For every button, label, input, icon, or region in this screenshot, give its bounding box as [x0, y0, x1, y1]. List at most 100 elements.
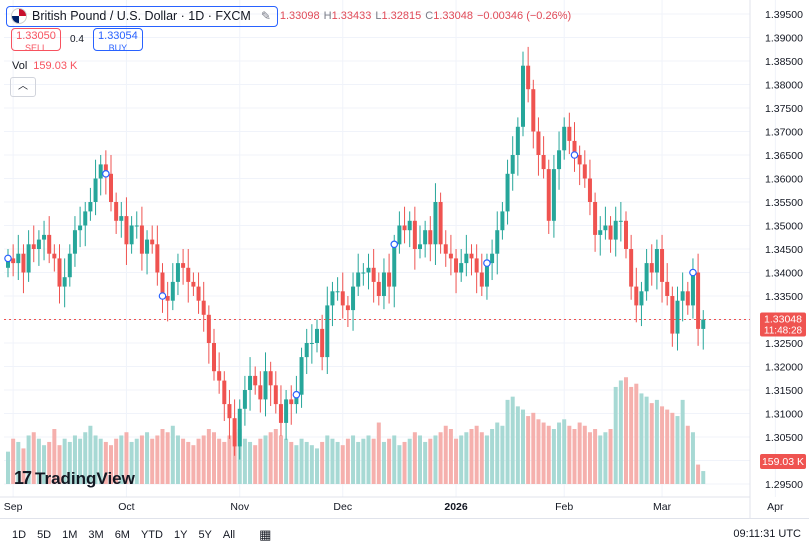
- volume-bar: [21, 448, 26, 484]
- candle-body: [284, 399, 289, 423]
- candle-body: [680, 291, 685, 301]
- volume-bar: [356, 441, 361, 484]
- volume-bar: [186, 441, 191, 484]
- candle-body: [433, 202, 438, 245]
- volume-bar: [175, 435, 180, 484]
- volume-bar: [114, 438, 119, 484]
- volume-bar: [315, 448, 319, 484]
- volume-bar: [438, 432, 443, 484]
- range-5y[interactable]: 5Y: [198, 529, 212, 541]
- utc-clock[interactable]: 09:11:31 UTC: [733, 528, 801, 540]
- candle-body: [330, 291, 335, 306]
- price-tick-label: 1.38000: [765, 80, 803, 92]
- price-tick-label: 1.38500: [765, 56, 803, 68]
- candle-body: [541, 155, 546, 170]
- candle-body: [649, 263, 654, 273]
- volume-bar: [88, 425, 93, 484]
- tradingview-logo[interactable]: 17 TradingView: [14, 468, 135, 489]
- volume-bar: [6, 451, 10, 484]
- volume-bar: [479, 432, 484, 484]
- candle-body: [407, 220, 412, 231]
- candle-body: [206, 314, 211, 343]
- candle-body: [258, 385, 263, 400]
- symbol-box[interactable]: British Pound / U.S. Dollar · 1D · FXCM …: [6, 5, 278, 27]
- volume-bar: [603, 432, 608, 484]
- volume-bar: [510, 396, 515, 484]
- event-marker-icon: [689, 268, 697, 277]
- price-tick-label: 1.35000: [765, 221, 803, 233]
- volume-bar: [454, 438, 459, 484]
- volume-bar: [253, 445, 258, 484]
- sell-button[interactable]: 1.33050 SELL: [11, 28, 61, 53]
- candle-body: [515, 126, 520, 155]
- calendar-goto-icon[interactable]: ▦: [259, 527, 272, 542]
- candle-body: [217, 371, 222, 381]
- volume-bar: [72, 435, 77, 484]
- volume-bar: [325, 435, 330, 484]
- volume-bar: [577, 422, 582, 484]
- price-tick-label: 1.31500: [765, 385, 803, 397]
- volume-bar: [618, 380, 623, 484]
- candle-body: [109, 173, 113, 202]
- volume-badge-label: 159.03 K: [762, 456, 804, 468]
- candle-body: [237, 408, 242, 447]
- candle-body: [83, 211, 88, 226]
- range-1d[interactable]: 1D: [12, 529, 27, 541]
- edit-symbol-icon[interactable]: ✎: [260, 9, 271, 23]
- candle-body: [124, 216, 129, 245]
- range-1m[interactable]: 1M: [62, 529, 78, 541]
- time-tick-label: Mar: [653, 501, 672, 513]
- logo-text: TradingView: [35, 468, 135, 488]
- candle-body: [325, 305, 330, 358]
- volume-bar: [139, 435, 144, 484]
- candle-body: [289, 399, 294, 405]
- candle-body: [438, 202, 443, 245]
- candle-body: [454, 258, 459, 273]
- volume-bar: [191, 445, 196, 484]
- volume-bar: [361, 438, 366, 484]
- volume-bar: [654, 399, 659, 484]
- price-tick-label: 1.36000: [765, 174, 803, 186]
- volume-bar: [598, 435, 603, 484]
- range-6m[interactable]: 6M: [114, 529, 130, 541]
- volume-bar: [536, 419, 541, 484]
- buy-button[interactable]: 1.33054 BUY: [92, 28, 143, 53]
- last-price-label: 1.33048: [764, 314, 802, 326]
- candle-body: [443, 244, 448, 254]
- volume-bar: [593, 429, 598, 484]
- volume-bar: [634, 383, 639, 484]
- volume-bar: [67, 441, 72, 484]
- volume-bar: [433, 435, 438, 484]
- ohlc-open: 1.33098: [279, 10, 320, 22]
- candle-body: [278, 404, 283, 423]
- candle-body: [47, 234, 52, 254]
- range-ytd[interactable]: YTD: [140, 529, 163, 541]
- volume-bar: [31, 432, 36, 484]
- price-tick-label: 1.34500: [765, 244, 803, 256]
- chevron-up-icon[interactable]: ︿: [10, 77, 36, 97]
- volume-bar: [490, 429, 495, 484]
- volume-bar: [134, 438, 139, 484]
- candle-body: [98, 164, 103, 179]
- candle-body: [62, 277, 67, 287]
- candle-body: [392, 244, 397, 287]
- event-markers: [4, 151, 697, 399]
- range-all[interactable]: All: [222, 529, 236, 541]
- volume-bar: [582, 425, 587, 484]
- volume-bar: [78, 438, 83, 484]
- volume-bar: [557, 422, 562, 484]
- volume-bar: [181, 438, 186, 484]
- volume-bar: [258, 438, 263, 484]
- range-3m[interactable]: 3M: [88, 529, 104, 541]
- candle-body: [57, 258, 62, 287]
- price-chart[interactable]: 1.39500 1.39000 1.38500 1.38000 1.37500 1.370…: [0, 0, 809, 518]
- volume-bar: [232, 432, 237, 484]
- candle-body: [42, 234, 47, 240]
- volume-bar: [109, 445, 113, 484]
- range-1y[interactable]: 1Y: [173, 529, 188, 541]
- sell-label: SELL: [24, 43, 48, 53]
- candle-body: [402, 225, 407, 231]
- range-5d[interactable]: 5D: [37, 529, 52, 541]
- symbol-title: British Pound / U.S. Dollar · 1D · FXCM: [32, 9, 251, 23]
- volume-bar: [464, 432, 469, 484]
